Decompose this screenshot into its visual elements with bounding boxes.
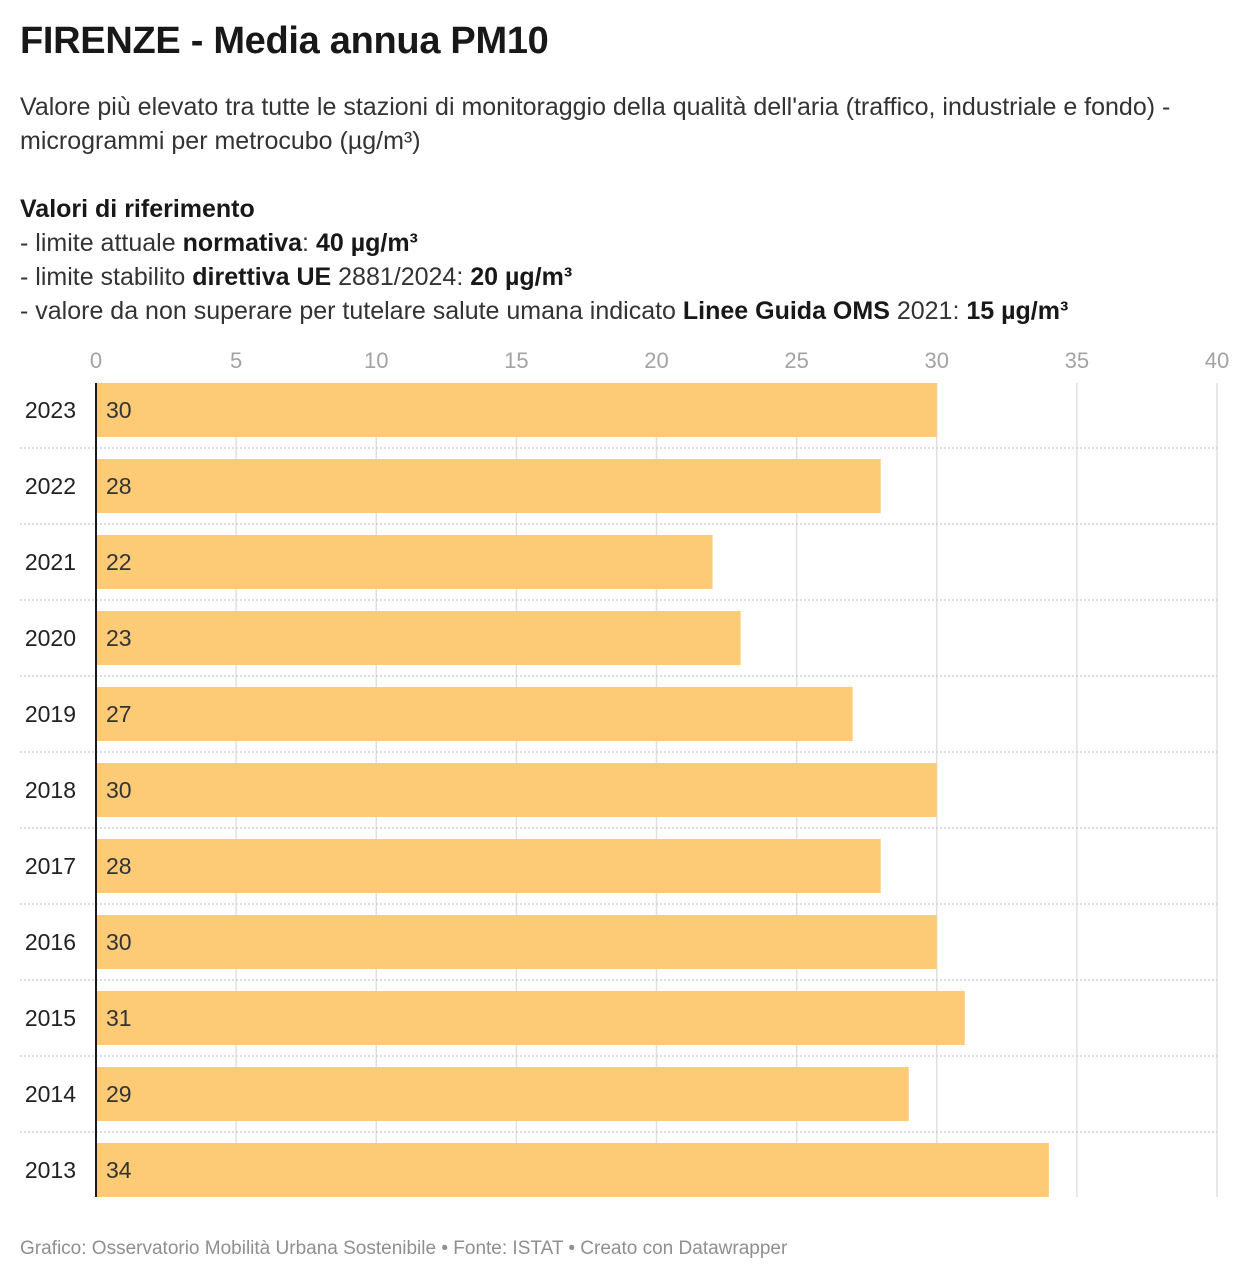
category-label: 2020: [25, 625, 76, 651]
x-tick-label: 25: [784, 348, 808, 373]
value-label: 27: [106, 701, 132, 727]
reference-line-direttiva-ue: - limite stabilito direttiva UE 2881/202…: [20, 263, 573, 291]
x-tick-label: 15: [504, 348, 528, 373]
value-label: 23: [106, 625, 132, 651]
value-label: 34: [106, 1157, 132, 1183]
reference-line-normativa: - limite attuale normativa: 40 µg/m³: [20, 229, 418, 257]
bar-2017: [96, 839, 881, 893]
bar-2019: [96, 687, 853, 741]
value-label: 31: [106, 1005, 132, 1031]
reference-values: Valori di riferimento - limite attuale n…: [20, 192, 1220, 328]
category-label: 2018: [25, 777, 76, 803]
value-label: 22: [106, 549, 132, 575]
value-label: 30: [106, 397, 132, 423]
category-label: 2017: [25, 853, 76, 879]
x-tick-label: 30: [925, 348, 949, 373]
bar-2022: [96, 459, 881, 513]
reference-heading: Valori di riferimento: [20, 195, 255, 223]
bar-2020: [96, 611, 741, 665]
value-label: 29: [106, 1081, 132, 1107]
value-label: 30: [106, 929, 132, 955]
chart-title: FIRENZE - Media annua PM10: [20, 20, 549, 62]
bar-2016: [96, 915, 937, 969]
bar-2014: [96, 1067, 909, 1121]
bar-2023: [96, 383, 937, 437]
x-tick-label: 20: [644, 348, 668, 373]
category-label: 2015: [25, 1005, 76, 1031]
chart-subtitle: Valore più elevato tra tutte le stazioni…: [20, 93, 1171, 155]
value-label: 30: [106, 777, 132, 803]
x-tick-label: 5: [230, 348, 242, 373]
x-tick-label: 10: [364, 348, 388, 373]
x-tick-label: 0: [90, 348, 102, 373]
bar-2015: [96, 991, 965, 1045]
category-label: 2021: [25, 549, 76, 575]
x-tick-label: 35: [1065, 348, 1089, 373]
x-tick-label: 40: [1205, 348, 1229, 373]
category-label: 2023: [25, 397, 76, 423]
category-label: 2022: [25, 473, 76, 499]
bar-chart: 0 5 10 15 20 25 30 35 40 2023 30 2022 28 2021 22 2020 23…: [20, 348, 1229, 1197]
category-label: 2019: [25, 701, 76, 727]
category-label: 2016: [25, 929, 76, 955]
reference-line-oms: - valore da non superare per tutelare sa…: [20, 297, 1069, 325]
category-label: 2013: [25, 1157, 76, 1183]
category-label: 2014: [25, 1081, 76, 1107]
chart-footer: Grafico: Osservatorio Mobilità Urbana So…: [20, 1238, 788, 1259]
bar-2018: [96, 763, 937, 817]
bar-2021: [96, 535, 713, 589]
value-label: 28: [106, 473, 132, 499]
value-label: 28: [106, 853, 132, 879]
bar-2013: [96, 1143, 1049, 1197]
